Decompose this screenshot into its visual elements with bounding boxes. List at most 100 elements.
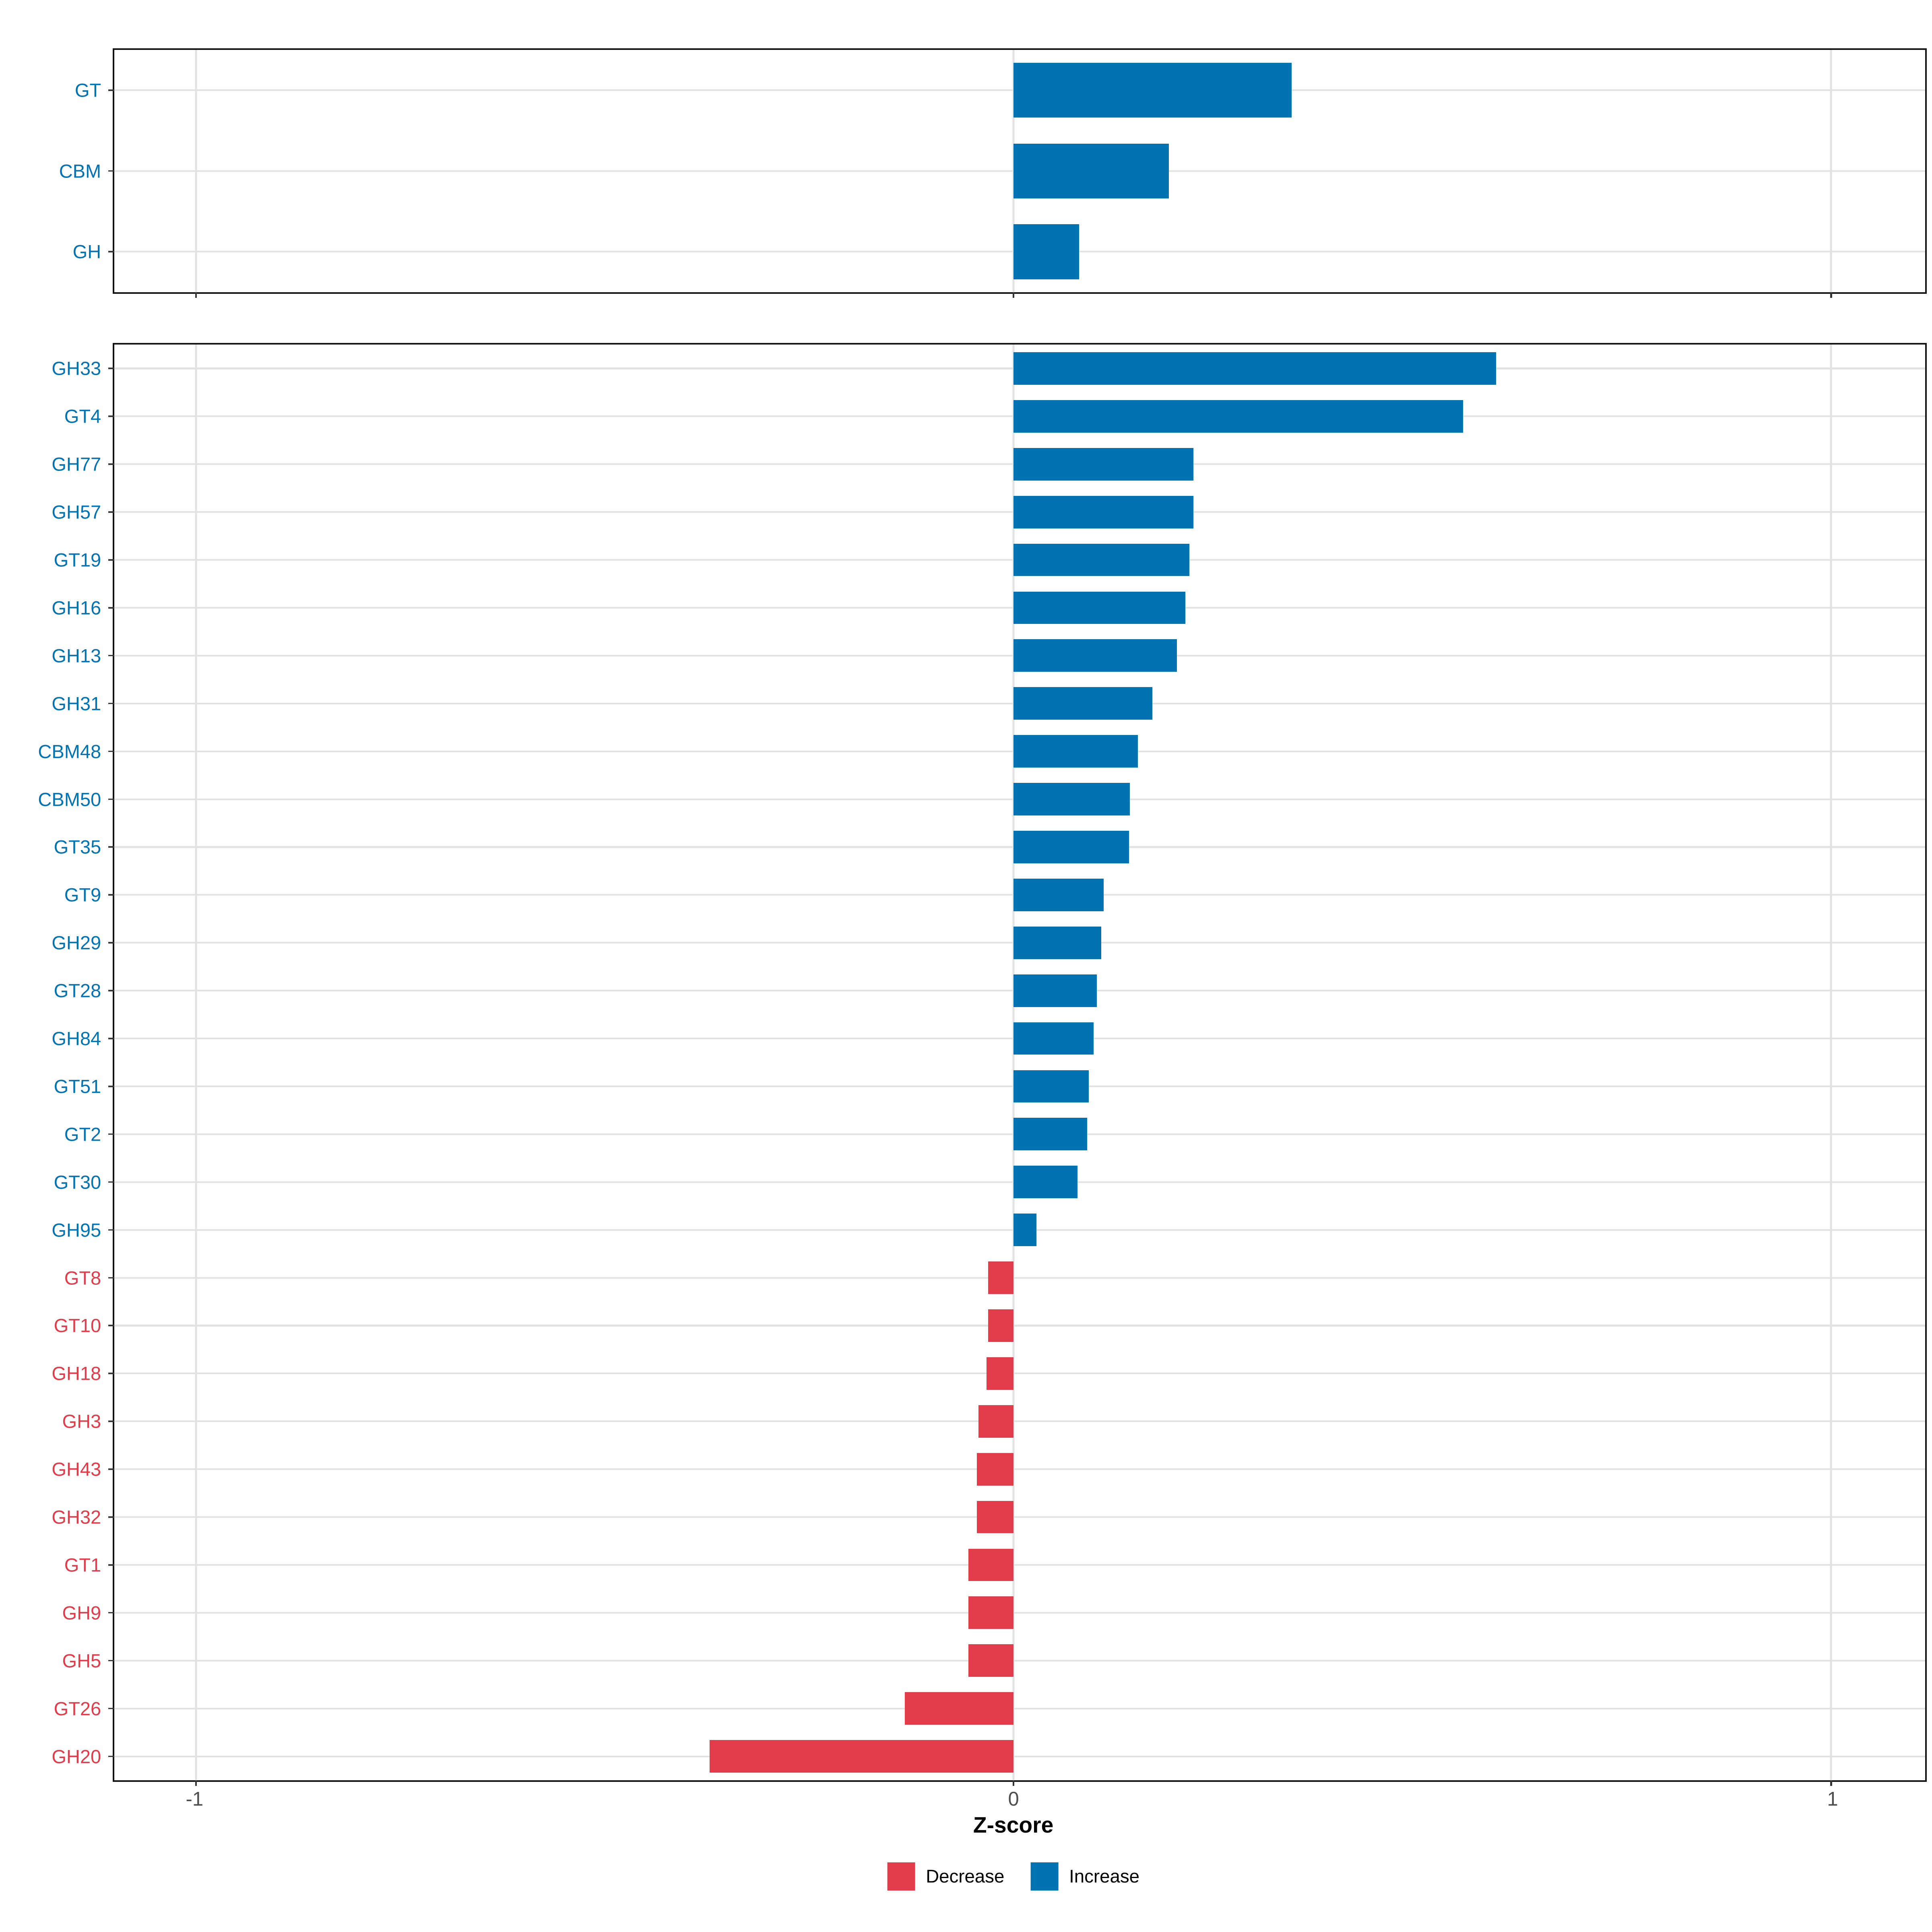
y-gridline	[114, 1373, 1926, 1375]
bar-gh77	[1013, 448, 1194, 481]
y-label-gt28: GT28	[54, 980, 101, 1001]
y-label-gt9: GT9	[64, 884, 101, 906]
x-tick	[1013, 1780, 1015, 1786]
y-label-gt19: GT19	[54, 549, 101, 571]
bar-gh	[1013, 224, 1079, 279]
y-tick	[108, 1612, 114, 1614]
y-label-gt26: GT26	[54, 1698, 101, 1719]
bar-gt8	[988, 1261, 1014, 1294]
x-tick	[195, 1780, 197, 1786]
x-tick	[1830, 1780, 1832, 1786]
bar-gt26	[905, 1692, 1014, 1725]
y-label-gt1: GT1	[64, 1554, 101, 1576]
x-gridline	[1830, 345, 1832, 1781]
bar-gt9	[1013, 878, 1104, 911]
bar-cbm50	[1013, 783, 1130, 815]
x-tick-label: -1	[186, 1788, 204, 1810]
y-tick	[108, 251, 114, 253]
bar-cbm48	[1013, 735, 1138, 768]
panel-families: GH33 GT4 GH77 GH57 GT19 GH16 GH13 GH31 CBM48 CBM5…	[38, 343, 1927, 1786]
y-label-gh5: GH5	[62, 1650, 101, 1672]
y-label-gh20: GH20	[52, 1746, 101, 1767]
y-tick	[108, 798, 114, 800]
y-tick	[108, 702, 114, 704]
y-label-gh29: GH29	[52, 932, 101, 954]
y-gridline	[114, 1516, 1926, 1518]
bar-cbm	[1013, 143, 1169, 198]
y-tick	[108, 1325, 114, 1327]
bar-gt19	[1013, 543, 1189, 576]
y-tick	[108, 1660, 114, 1662]
y-tick	[108, 1468, 114, 1470]
y-gridline	[114, 1420, 1926, 1422]
decrease-color-swatch-icon	[887, 1862, 915, 1891]
y-tick	[108, 1229, 114, 1231]
increase-color-swatch-icon	[1030, 1862, 1059, 1891]
bar-gh20	[709, 1740, 1014, 1773]
y-tick	[108, 1038, 114, 1039]
y-tick	[108, 846, 114, 848]
y-label-gh57: GH57	[52, 501, 101, 523]
y-tick	[108, 1516, 114, 1518]
y-gridline	[114, 1277, 1926, 1279]
bar-gt10	[988, 1309, 1014, 1342]
y-gridline	[114, 1612, 1926, 1614]
y-gridline	[114, 1564, 1926, 1566]
x-tick	[1830, 292, 1832, 298]
y-label-gt10: GT10	[54, 1315, 101, 1336]
x-axis-title: Z-score	[973, 1812, 1054, 1838]
y-label-gh18: GH18	[52, 1362, 101, 1384]
y-label-gh31: GH31	[52, 693, 101, 714]
x-tick	[195, 292, 197, 298]
y-tick	[108, 1133, 114, 1135]
y-label-gh77: GH77	[52, 453, 101, 475]
bar-gt30	[1013, 1166, 1077, 1199]
y-label-gh43: GH43	[52, 1458, 101, 1480]
y-label-gh32: GH32	[52, 1506, 101, 1528]
legend: Decrease Increase	[887, 1862, 1139, 1891]
bar-gh43	[976, 1453, 1014, 1486]
y-label-gt2: GT2	[64, 1123, 101, 1145]
bar-gh9	[968, 1596, 1014, 1629]
y-label-gh95: GH95	[52, 1219, 101, 1241]
y-label-gt8: GT8	[64, 1267, 101, 1289]
y-label-gt51: GT51	[54, 1075, 101, 1097]
legend-item-decrease: Decrease	[887, 1862, 1004, 1891]
y-tick	[108, 894, 114, 896]
x-axis: -1 0 1	[113, 1788, 1927, 1814]
y-tick	[108, 415, 114, 417]
y-label-gh16: GH16	[52, 597, 101, 619]
y-label-gh13: GH13	[52, 645, 101, 667]
y-tick	[108, 1277, 114, 1279]
panel-classes: GT CBM GH	[59, 48, 1927, 298]
bar-gh57	[1013, 495, 1194, 528]
y-tick	[108, 367, 114, 369]
bar-gh18	[987, 1357, 1014, 1390]
bar-gh84	[1013, 1022, 1094, 1055]
bar-gt51	[1013, 1070, 1089, 1103]
y-tick	[108, 89, 114, 91]
y-tick	[108, 655, 114, 656]
bar-gh16	[1013, 591, 1185, 624]
y-gridline	[114, 1755, 1926, 1757]
legend-label-increase: Increase	[1069, 1866, 1139, 1887]
y-label-gh84: GH84	[52, 1028, 101, 1049]
bar-gh31	[1013, 687, 1153, 720]
y-label-cbm: CBM	[59, 160, 101, 182]
y-label-gt30: GT30	[54, 1171, 101, 1193]
y-label-gt35: GT35	[54, 836, 101, 858]
x-gridline	[195, 345, 197, 1781]
y-tick	[108, 1373, 114, 1375]
x-tick-label: 0	[1008, 1788, 1019, 1810]
y-tick	[108, 559, 114, 561]
y-label-cbm48: CBM48	[38, 741, 101, 762]
y-label-gt4: GT4	[64, 405, 101, 427]
y-gridline	[114, 1707, 1926, 1709]
y-label-gh9: GH9	[62, 1602, 101, 1624]
x-tick	[1013, 292, 1015, 298]
y-gridline	[114, 1660, 1926, 1662]
bar-gt	[1013, 63, 1292, 118]
legend-label-decrease: Decrease	[926, 1866, 1005, 1887]
y-tick	[108, 990, 114, 991]
